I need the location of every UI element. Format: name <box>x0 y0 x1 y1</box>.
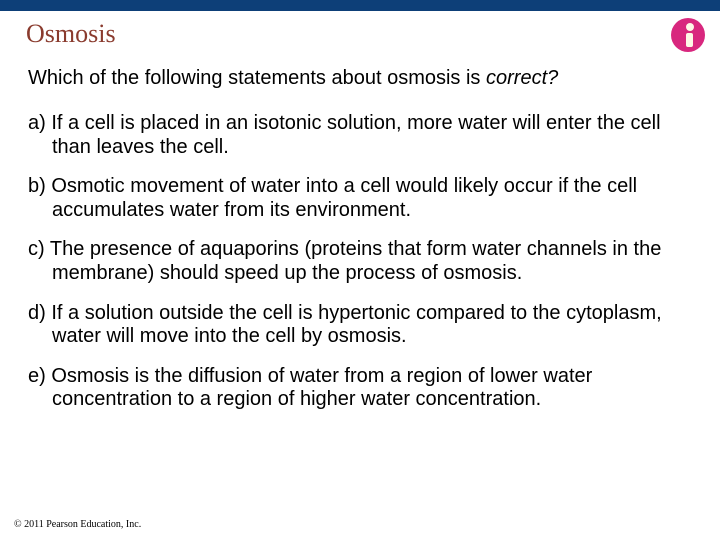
top-bar <box>0 0 720 11</box>
question-prefix: Which of the following statements about … <box>28 67 486 89</box>
slide-title: Osmosis <box>26 19 116 49</box>
option-a: a) If a cell is placed in an isotonic so… <box>28 112 692 159</box>
question-text: Which of the following statements about … <box>28 67 692 90</box>
content-area: Which of the following statements about … <box>0 53 720 540</box>
options-list: a) If a cell is placed in an isotonic so… <box>28 112 692 412</box>
slide-container: Osmosis Which of the following statement… <box>0 0 720 540</box>
question-italic: correct? <box>486 67 558 89</box>
header-row: Osmosis <box>0 11 720 53</box>
option-e: e) Osmosis is the diffusion of water fro… <box>28 365 692 412</box>
copyright-text: © 2011 Pearson Education, Inc. <box>14 519 141 530</box>
info-logo-icon <box>670 17 706 53</box>
option-c: c) The presence of aquaporins (proteins … <box>28 238 692 285</box>
option-d: d) If a solution outside the cell is hyp… <box>28 302 692 349</box>
option-b: b) Osmotic movement of water into a cell… <box>28 175 692 222</box>
